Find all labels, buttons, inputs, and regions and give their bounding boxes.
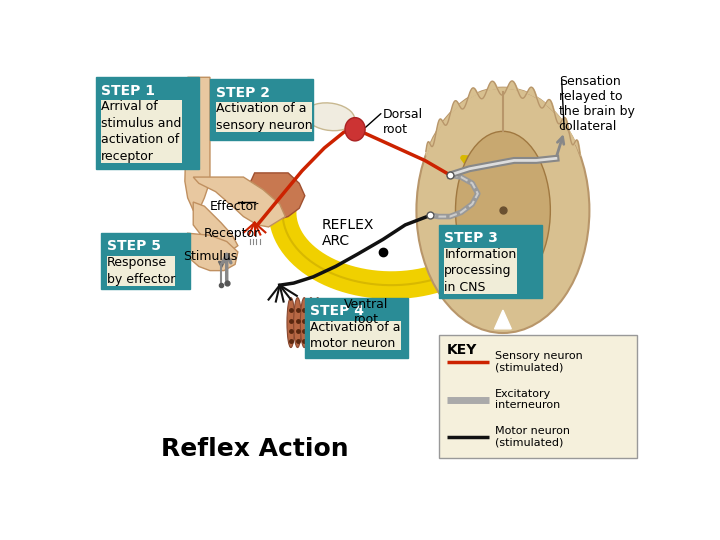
Ellipse shape [287, 298, 294, 348]
Text: STEP 1: STEP 1 [101, 84, 156, 98]
Text: Excitatory
interneuron: Excitatory interneuron [495, 389, 560, 410]
Text: KEY: KEY [447, 342, 477, 356]
Text: Arrival of
stimulus and
activation of
receptor: Arrival of stimulus and activation of re… [101, 100, 181, 163]
Text: Activation of a
motor neuron: Activation of a motor neuron [310, 321, 401, 350]
Text: STEP 5: STEP 5 [107, 239, 161, 253]
Text: Information
processing
in CNS: Information processing in CNS [444, 248, 516, 294]
Text: Receptor: Receptor [204, 227, 260, 240]
Ellipse shape [307, 298, 315, 348]
Ellipse shape [456, 131, 550, 289]
Text: Stimulus: Stimulus [183, 250, 237, 263]
FancyBboxPatch shape [96, 77, 199, 168]
Text: Reflex Action: Reflex Action [161, 437, 348, 461]
Ellipse shape [314, 298, 322, 348]
Polygon shape [193, 202, 238, 254]
Text: STEP 4: STEP 4 [310, 304, 364, 318]
Ellipse shape [416, 87, 590, 333]
FancyBboxPatch shape [210, 79, 313, 140]
Text: Sensation
relayed to
the brain by
collateral: Sensation relayed to the brain by collat… [559, 75, 634, 133]
FancyBboxPatch shape [101, 233, 190, 289]
Text: Ventral
root: Ventral root [344, 298, 388, 326]
Polygon shape [184, 233, 238, 271]
Polygon shape [185, 77, 210, 210]
FancyBboxPatch shape [438, 335, 637, 458]
FancyBboxPatch shape [438, 225, 542, 298]
Polygon shape [495, 310, 511, 329]
Text: STEP 3: STEP 3 [444, 231, 498, 245]
Ellipse shape [294, 298, 302, 348]
Text: Response
by effector: Response by effector [107, 256, 175, 286]
Text: REFLEX
ARC: REFLEX ARC [322, 218, 374, 248]
Ellipse shape [305, 103, 355, 131]
Text: STEP 2: STEP 2 [215, 85, 269, 99]
Text: Dorsal
root: Dorsal root [383, 109, 423, 137]
Ellipse shape [345, 118, 365, 141]
Text: Activation of a
sensory neuron: Activation of a sensory neuron [215, 102, 312, 132]
Text: Sensory neuron
(stimulated): Sensory neuron (stimulated) [495, 352, 582, 373]
Text: Effector: Effector [210, 200, 259, 213]
Polygon shape [206, 250, 233, 266]
FancyBboxPatch shape [305, 298, 408, 358]
Polygon shape [193, 177, 285, 227]
Text: Motor neuron
(stimulated): Motor neuron (stimulated) [495, 426, 570, 448]
Ellipse shape [300, 298, 308, 348]
Polygon shape [243, 173, 305, 223]
